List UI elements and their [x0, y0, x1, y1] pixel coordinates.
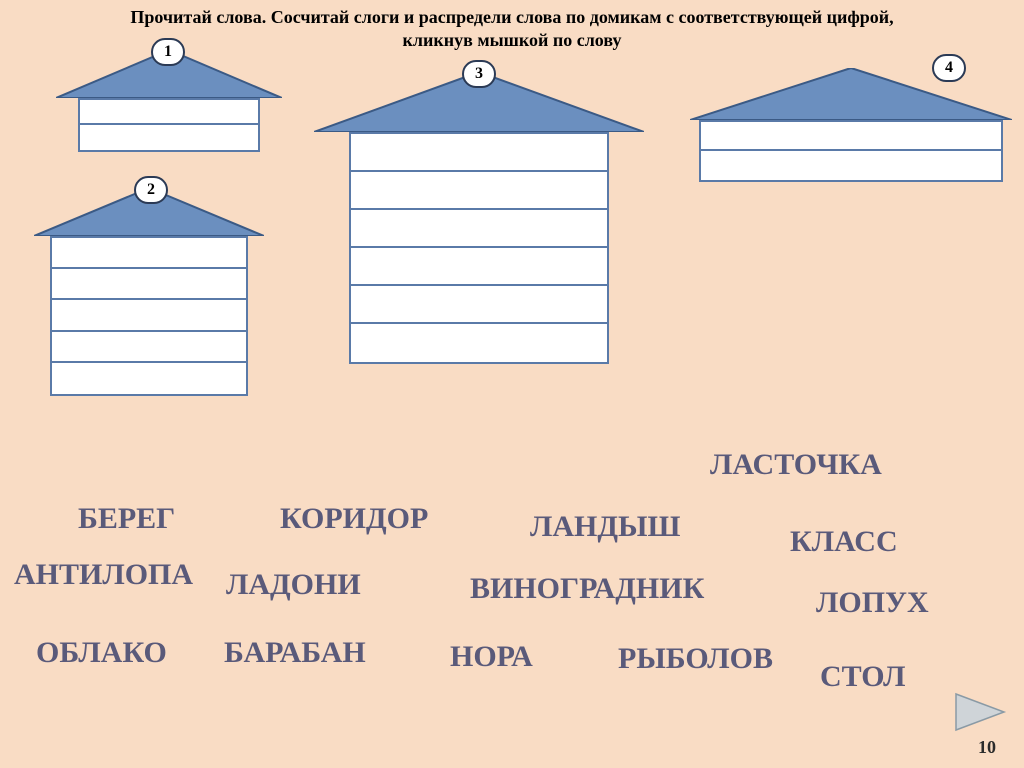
- house-2-row[interactable]: [52, 361, 246, 392]
- word-item[interactable]: ОБЛАКО: [36, 636, 167, 670]
- house-3-label: 3: [475, 65, 483, 83]
- house-1-badge: 1: [151, 38, 185, 66]
- house-3-row[interactable]: [351, 132, 607, 170]
- house-4-row[interactable]: [701, 149, 1001, 178]
- house-3-badge: 3: [462, 60, 496, 88]
- house-3-roof: 3: [314, 72, 644, 132]
- house-2-roof: 2: [34, 188, 264, 236]
- house-2: 2: [34, 188, 264, 396]
- house-1-row[interactable]: [80, 123, 258, 148]
- house-4-badge: 4: [932, 54, 966, 82]
- house-2-row[interactable]: [52, 298, 246, 329]
- next-button[interactable]: [952, 690, 1008, 734]
- word-item[interactable]: ЛОПУХ: [816, 586, 929, 620]
- house-1-rows: [78, 98, 260, 152]
- word-item[interactable]: БЕРЕГ: [78, 502, 175, 536]
- instruction-line1: Прочитай слова. Сосчитай слоги и распред…: [130, 7, 893, 27]
- house-2-row[interactable]: [52, 267, 246, 298]
- word-item[interactable]: НОРА: [450, 640, 533, 674]
- word-item[interactable]: ЛАСТОЧКА: [710, 448, 882, 482]
- page-number: 10: [978, 737, 996, 758]
- house-1-roof: 1: [56, 50, 282, 98]
- house-4-label: 4: [945, 59, 953, 77]
- house-3-row[interactable]: [351, 170, 607, 208]
- house-3-rows: [349, 132, 609, 364]
- house-4-roof: 4: [690, 68, 1012, 120]
- house-1: 1: [56, 50, 282, 152]
- house-3-row[interactable]: [351, 284, 607, 322]
- word-item[interactable]: СТОЛ: [820, 660, 905, 694]
- house-1-row[interactable]: [80, 98, 258, 123]
- house-2-label: 2: [147, 181, 155, 199]
- house-2-rows: [50, 236, 248, 396]
- house-2-row[interactable]: [52, 330, 246, 361]
- word-item[interactable]: КЛАСС: [790, 525, 898, 559]
- house-3-row[interactable]: [351, 322, 607, 360]
- word-item[interactable]: ЛАДОНИ: [226, 568, 361, 602]
- word-item[interactable]: ЛАНДЫШ: [530, 510, 680, 544]
- word-item[interactable]: РЫБОЛОВ: [618, 642, 773, 676]
- house-3-row[interactable]: [351, 208, 607, 246]
- word-item[interactable]: АНТИЛОПА: [14, 558, 193, 592]
- house-4-row[interactable]: [701, 120, 1001, 149]
- house-3-row[interactable]: [351, 246, 607, 284]
- instruction-line2: кликнув мышкой по слову: [403, 30, 622, 50]
- house-3: 3: [314, 72, 644, 364]
- house-1-label: 1: [164, 43, 172, 61]
- word-item[interactable]: ВИНОГРАДНИК: [470, 572, 704, 606]
- word-item[interactable]: КОРИДОР: [280, 502, 428, 536]
- house-4-rows: [699, 120, 1003, 182]
- word-item[interactable]: БАРАБАН: [224, 636, 366, 670]
- house-4: 4: [690, 68, 1012, 182]
- house-2-row[interactable]: [52, 236, 246, 267]
- house-2-badge: 2: [134, 176, 168, 204]
